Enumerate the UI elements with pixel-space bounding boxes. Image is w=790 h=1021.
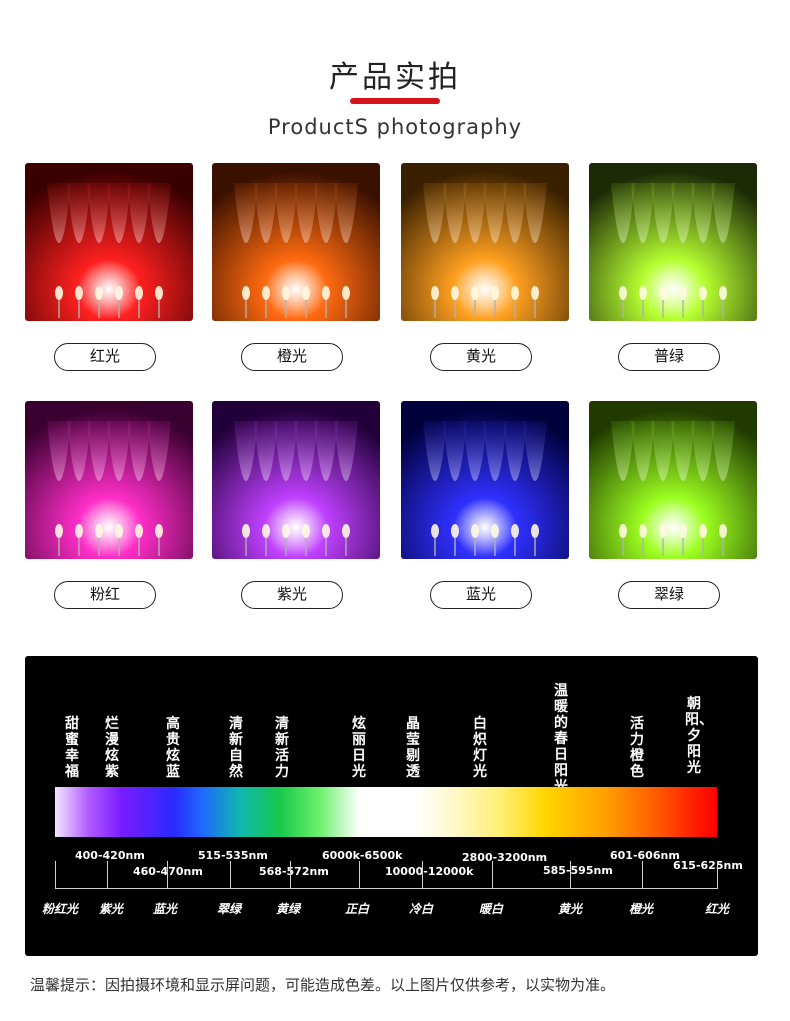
product-photo — [589, 163, 757, 321]
product-photo — [589, 401, 757, 559]
product-color-label: 粉红 — [54, 581, 156, 609]
spectrum-desc: 温暖的春日阳光 — [554, 683, 568, 795]
spectrum-axis — [55, 888, 717, 889]
spectrum-desc: 朝阳、夕阳光 — [685, 696, 713, 776]
product-photo — [401, 401, 569, 559]
light-color-name: 正白 — [345, 902, 370, 916]
axis-tick — [167, 861, 168, 889]
wavelength-range: 585-595nm — [543, 864, 613, 877]
light-color-name: 黄光 — [558, 902, 583, 916]
product-photo — [401, 163, 569, 321]
light-color-name: 紫光 — [99, 902, 124, 916]
light-color-name: 黄绿 — [276, 902, 301, 916]
product-color-label: 普绿 — [618, 343, 720, 371]
light-color-name: 橙光 — [629, 902, 654, 916]
axis-tick — [230, 861, 231, 889]
spectrum-desc: 甜蜜幸福 — [65, 716, 79, 780]
wavelength-range: 601-606nm — [610, 849, 680, 862]
wavelength-range: 6000k-6500k — [322, 849, 403, 862]
product-color-label: 紫光 — [241, 581, 343, 609]
wavelength-range: 515-535nm — [198, 849, 268, 862]
product-color-label: 橙光 — [241, 343, 343, 371]
axis-tick — [642, 861, 643, 889]
wavelength-range: 10000-12000k — [385, 865, 474, 878]
axis-tick — [492, 861, 493, 889]
axis-tick — [422, 861, 423, 889]
light-color-name: 粉红光 — [42, 902, 79, 916]
axis-tick — [107, 861, 108, 889]
product-color-label: 红光 — [54, 343, 156, 371]
light-color-name: 蓝光 — [153, 902, 178, 916]
product-color-label: 翠绿 — [618, 581, 720, 609]
axis-tick — [290, 861, 291, 889]
product-photo — [25, 401, 193, 559]
spectrum-desc: 高贵炫蓝 — [166, 716, 180, 780]
product-photo — [212, 401, 380, 559]
axis-tick — [55, 861, 56, 889]
product-color-label: 蓝光 — [430, 581, 532, 609]
section-title: 产品实拍 — [329, 60, 461, 95]
spectrum-desc: 清新自然 — [229, 716, 243, 780]
title-underline — [350, 98, 440, 104]
light-color-name: 翠绿 — [217, 902, 242, 916]
light-color-name: 冷白 — [409, 902, 434, 916]
light-color-name: 暖白 — [479, 902, 504, 916]
spectrum-desc: 晶莹剔透 — [406, 716, 420, 780]
spectrum-desc: 炫丽日光 — [352, 716, 366, 780]
disclaimer-note: 温馨提示：因拍摄环境和显示屏问题，可能造成色差。以上图片仅供参考，以实物为准。 — [30, 976, 616, 994]
product-color-label: 黄光 — [430, 343, 532, 371]
color-spectrum-panel: 甜蜜幸福 烂漫炫紫 高贵炫蓝 清新自然 清新活力 炫丽日光 晶莹剔透 白炽灯光 … — [25, 656, 758, 956]
product-photo — [212, 163, 380, 321]
axis-tick — [359, 861, 360, 889]
section-subtitle: ProductS photography — [267, 115, 523, 139]
wavelength-range: 568-572nm — [259, 865, 329, 878]
spectrum-desc: 活力橙色 — [630, 716, 644, 780]
axis-tick — [570, 861, 571, 889]
light-color-name: 红光 — [705, 902, 730, 916]
spectrum-gradient-bar — [55, 787, 717, 837]
wavelength-range: 2800-3200nm — [462, 851, 548, 864]
wavelength-range: 615-625nm — [673, 859, 743, 872]
product-photo — [25, 163, 193, 321]
axis-tick — [717, 861, 718, 889]
spectrum-desc: 烂漫炫紫 — [105, 716, 119, 780]
spectrum-desc: 白炽灯光 — [473, 716, 487, 780]
spectrum-desc: 清新活力 — [275, 716, 289, 780]
wavelength-range: 400-420nm — [75, 849, 145, 862]
